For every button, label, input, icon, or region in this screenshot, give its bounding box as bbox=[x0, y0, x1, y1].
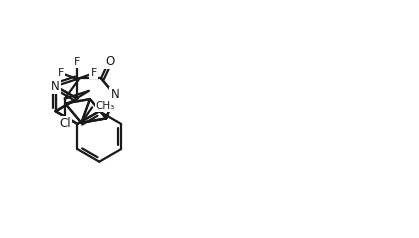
Text: O: O bbox=[105, 55, 114, 68]
Text: N: N bbox=[51, 79, 60, 93]
Text: Cl: Cl bbox=[59, 117, 70, 130]
Text: N: N bbox=[110, 88, 119, 101]
Text: N: N bbox=[51, 79, 60, 93]
Text: CH₃: CH₃ bbox=[96, 101, 115, 111]
Text: F: F bbox=[74, 57, 80, 67]
Text: F: F bbox=[91, 68, 97, 78]
Text: F: F bbox=[58, 68, 65, 78]
